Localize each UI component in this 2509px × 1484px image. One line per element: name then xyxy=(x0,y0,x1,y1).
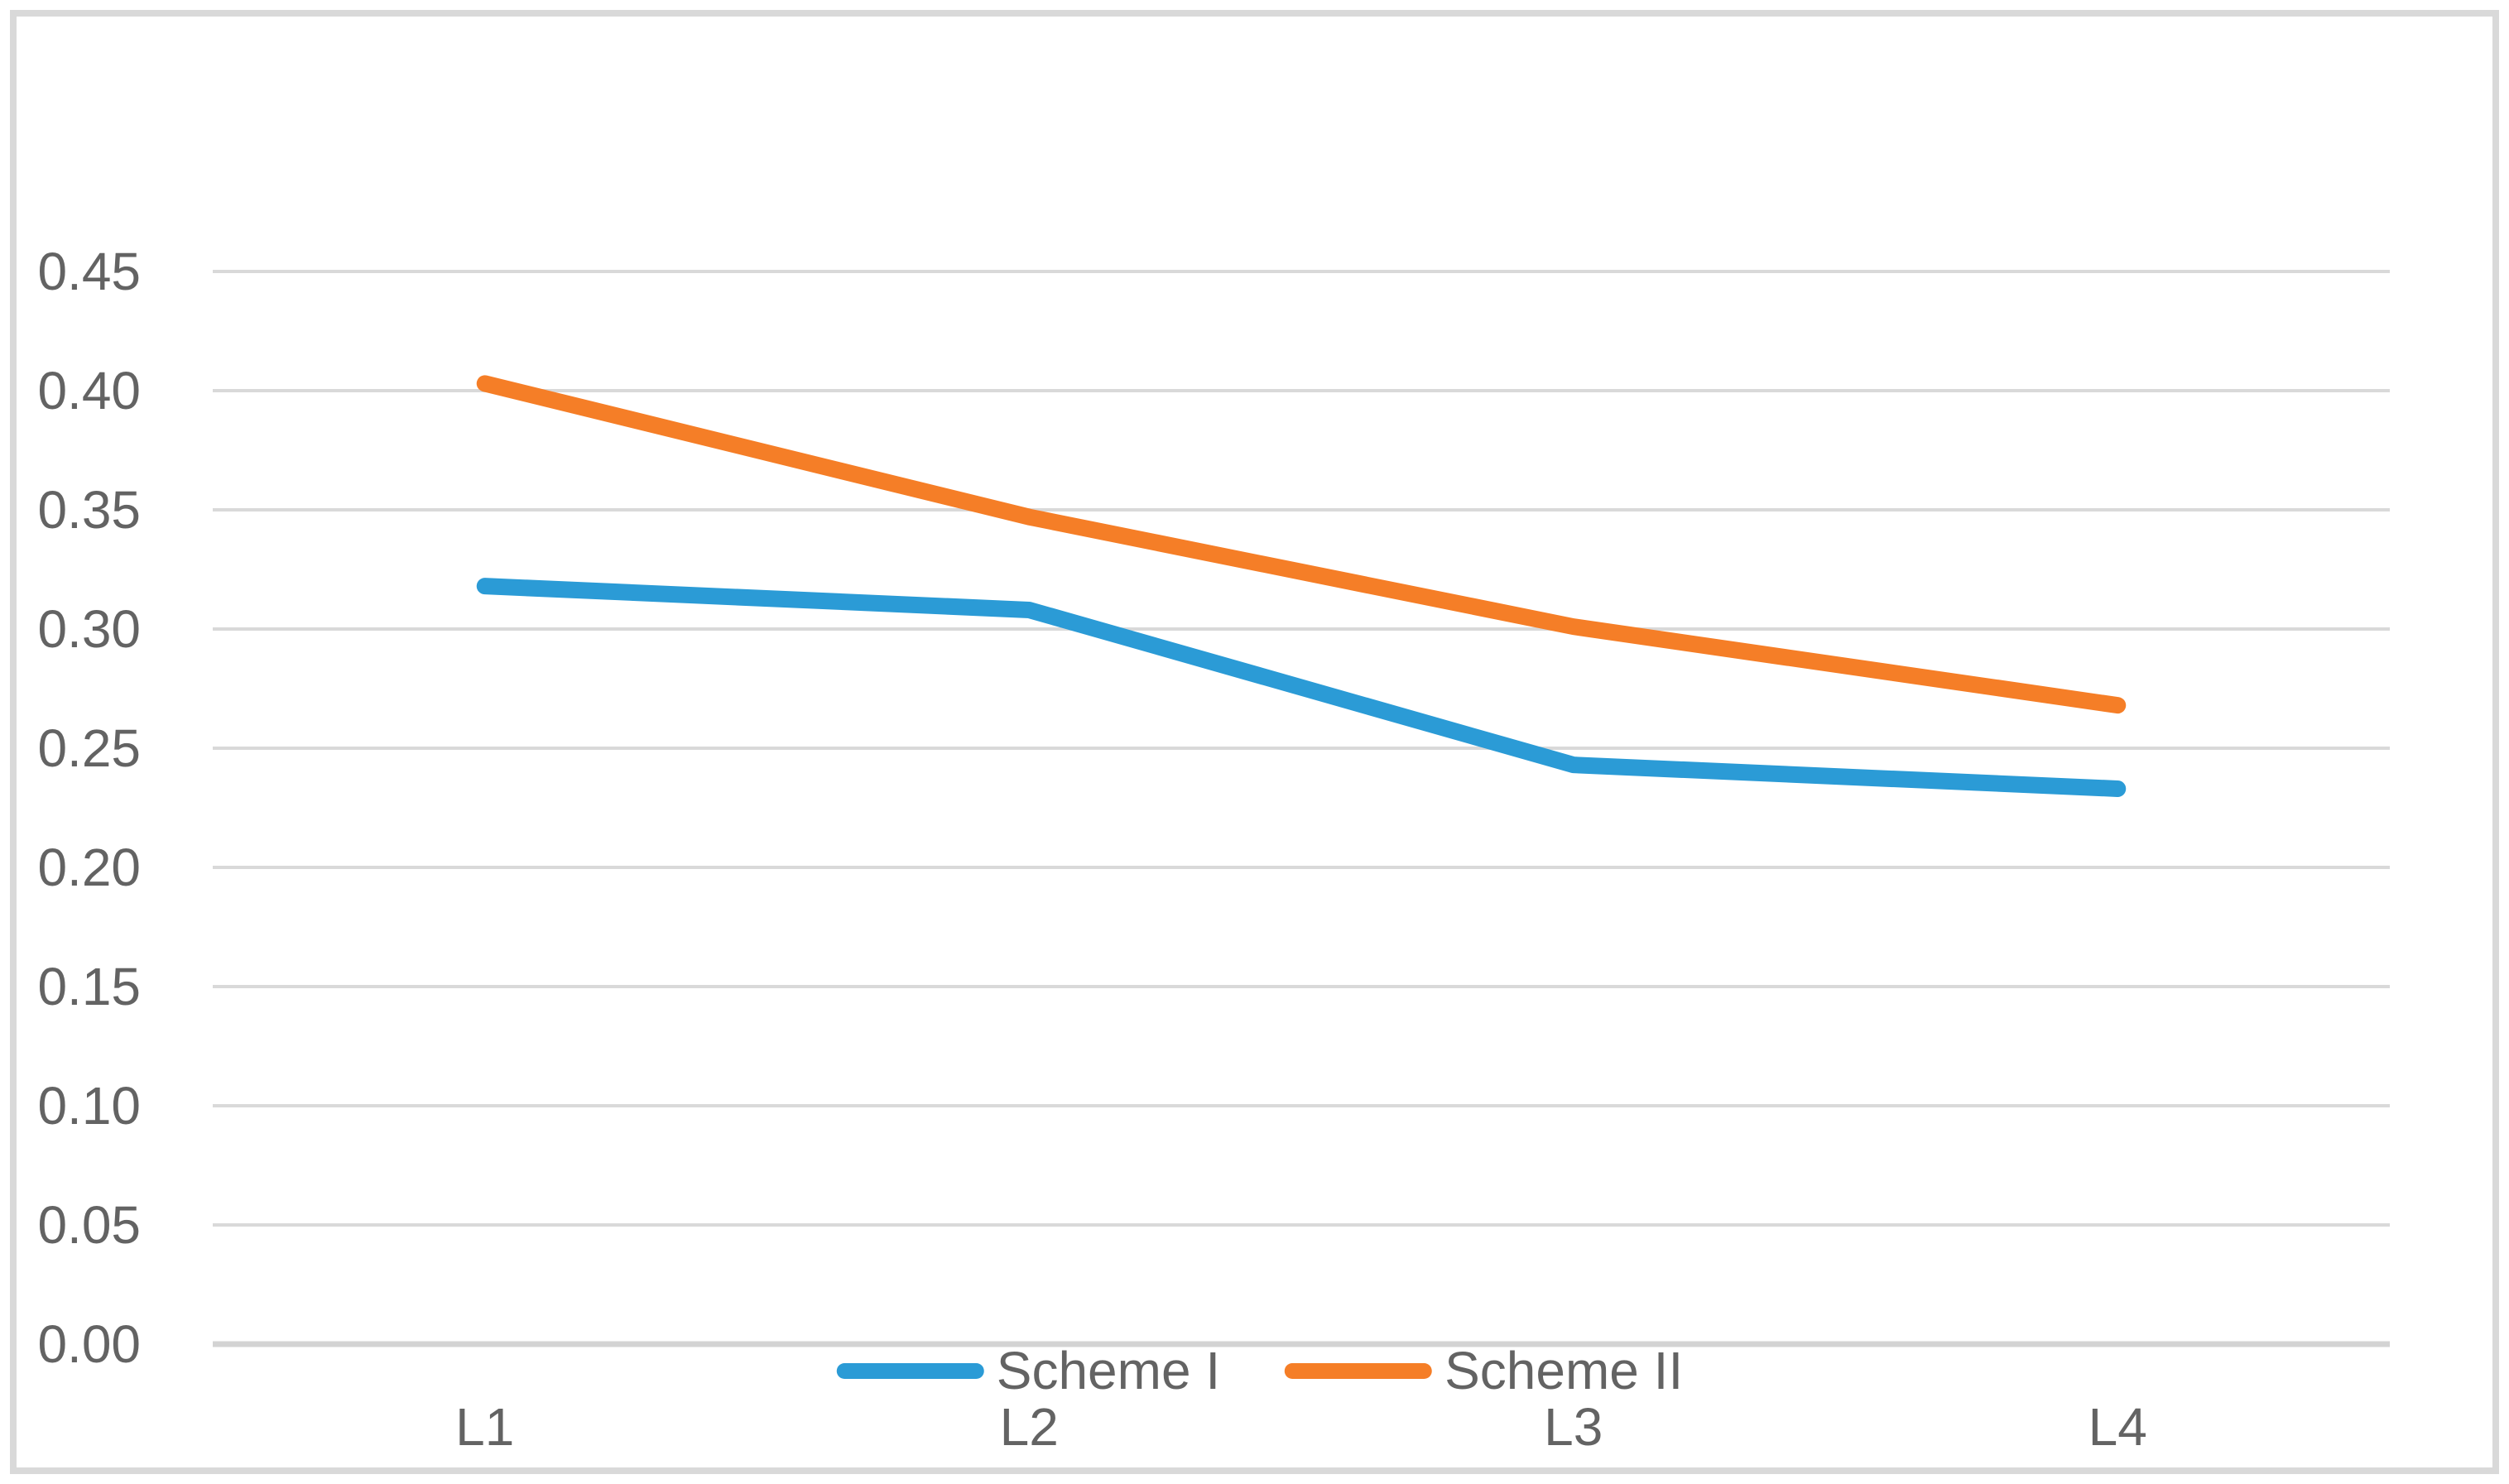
legend-swatch-scheme-1 xyxy=(836,1362,984,1379)
series-line-2 xyxy=(476,375,2127,714)
series-line-1 xyxy=(476,578,2127,797)
chart-legend: Scheme I Scheme II xyxy=(836,1341,1683,1400)
legend-swatch-scheme-2 xyxy=(1285,1362,1433,1379)
legend-label-scheme-2: Scheme II xyxy=(1444,1341,1684,1400)
legend-label-scheme-1: Scheme I xyxy=(996,1341,1221,1400)
legend-item-scheme-2: Scheme II xyxy=(1285,1341,1683,1400)
legend-item-scheme-1: Scheme I xyxy=(836,1341,1221,1400)
